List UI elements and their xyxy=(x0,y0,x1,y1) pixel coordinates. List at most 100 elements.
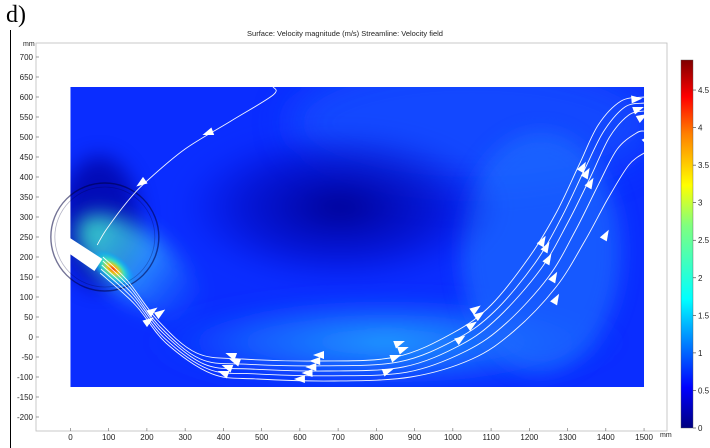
colorbar-ticks: 0 0.5 1 1.5 2 2.5 3 3.5 4 4.5 xyxy=(693,86,710,433)
colorbar-tick-label: 2.5 xyxy=(698,236,710,245)
y-tick-label: 250 xyxy=(20,233,34,242)
x-tick-label: 100 xyxy=(102,433,116,442)
streamline-arrow xyxy=(389,354,402,363)
y-tick-label: 500 xyxy=(20,133,34,142)
streamline-arrow xyxy=(641,134,653,146)
streamline-arrow xyxy=(540,241,550,254)
streamline-arrow xyxy=(632,106,644,115)
streamline-arrow xyxy=(229,358,241,367)
y-tick-label: 600 xyxy=(20,93,34,102)
streamline-arrow xyxy=(153,309,166,320)
x-tick-label: 300 xyxy=(178,433,192,442)
streamline-arrow xyxy=(293,375,305,383)
streamline-s4 xyxy=(100,130,645,377)
streamline-arrow xyxy=(550,293,560,306)
streamline-arrow xyxy=(136,176,148,187)
streamline-arrow xyxy=(301,369,313,377)
streamline-s1 xyxy=(102,96,645,362)
x-tick-label: 1200 xyxy=(520,433,538,442)
colorbar-tick-label: 1 xyxy=(698,349,703,358)
streamline-arrow xyxy=(584,177,594,190)
jet-plume xyxy=(77,214,202,320)
streamline-s3 xyxy=(101,110,645,372)
streamline-arrow xyxy=(225,352,238,361)
streamline-arrow xyxy=(465,321,477,332)
colorbar-tick-label: 4.5 xyxy=(698,86,710,95)
x-tick-label: 900 xyxy=(408,433,422,442)
streamline-arrow xyxy=(599,229,609,242)
x-tick-label: 700 xyxy=(331,433,345,442)
chart-title: Surface: Velocity magnitude (m/s) Stream… xyxy=(247,29,443,38)
streamline-arrow xyxy=(397,346,409,355)
y-tick-label: -200 xyxy=(17,413,34,422)
streamline-arrow xyxy=(576,161,586,174)
streamline-arrow xyxy=(381,368,394,377)
y-tick-label: 100 xyxy=(20,293,34,302)
colorbar-tick-label: 0 xyxy=(698,424,703,433)
figure-frame-line xyxy=(10,30,11,448)
y-tick-label: 50 xyxy=(24,313,33,322)
streamline-arrow xyxy=(146,307,158,318)
y-tick-label: 350 xyxy=(20,193,34,202)
streamline-arrow xyxy=(469,305,481,316)
x-tick-label: 500 xyxy=(255,433,269,442)
inlet-nozzle xyxy=(68,237,103,271)
y-tick-label: 0 xyxy=(29,333,34,342)
x-tick-label: 1500 xyxy=(635,433,653,442)
colorbar-tick-label: 4 xyxy=(698,124,703,133)
colorbar xyxy=(680,59,694,429)
streamline-arrow xyxy=(221,364,234,373)
x-tick-label: 400 xyxy=(217,433,231,442)
y-tick-label: -50 xyxy=(21,353,33,362)
colorbar-tick-label: 3 xyxy=(698,199,703,208)
dark-recirculation-core xyxy=(179,129,501,285)
streamlines xyxy=(96,86,653,383)
streamline-arrow xyxy=(536,235,546,248)
right-return-band xyxy=(460,132,622,372)
y-tick-label: 450 xyxy=(20,153,34,162)
x-tick-label: 200 xyxy=(140,433,154,442)
streamline-arrow xyxy=(635,114,648,123)
x-tick-label: 1400 xyxy=(597,433,615,442)
y-tick-label: -150 xyxy=(17,393,34,402)
inlet-circle-inner xyxy=(54,186,156,288)
streamline-arrow xyxy=(542,253,552,266)
streamline-arrow xyxy=(313,351,324,359)
x-unit-label: mm xyxy=(660,432,672,439)
streamline-arrow xyxy=(142,317,154,328)
streamline-arrow xyxy=(580,167,590,180)
streamline-arrow xyxy=(393,340,405,349)
y-tick-label: 150 xyxy=(20,273,34,282)
colorbar-tick-label: 1.5 xyxy=(698,311,710,320)
y-tick-label: 300 xyxy=(20,213,34,222)
streamline-upper xyxy=(96,86,277,246)
inlet-circle-outline xyxy=(50,182,160,292)
axis-ticks: 0 100 200 300 400 500 600 700 800 900 1000 1100 1200… xyxy=(17,53,654,442)
x-tick-label: 800 xyxy=(370,433,384,442)
x-tick-label: 600 xyxy=(293,433,307,442)
y-unit-label: mm xyxy=(23,41,35,48)
y-tick-label: 200 xyxy=(20,253,34,262)
x-tick-label: 1000 xyxy=(444,433,462,442)
colorbar-tick-label: 3.5 xyxy=(698,161,710,170)
x-tick-label: 1100 xyxy=(482,433,500,442)
streamline-arrow xyxy=(305,363,317,371)
y-tick-label: 650 xyxy=(20,73,34,82)
streamline-s5 xyxy=(99,152,645,382)
y-tick-label: 400 xyxy=(20,173,34,182)
streamline-arrow xyxy=(217,370,230,379)
streamline-arrow xyxy=(202,127,215,136)
x-tick-label: 0 xyxy=(68,433,73,442)
streamline-arrow xyxy=(548,271,558,284)
x-tick-label: 1300 xyxy=(559,433,577,442)
y-tick-label: 550 xyxy=(20,113,34,122)
velocity-surface xyxy=(50,87,645,387)
colorbar-tick-label: 2 xyxy=(698,274,703,283)
panel-label: d) xyxy=(6,2,26,28)
streamline-arrow xyxy=(473,311,485,322)
streamline-arrow xyxy=(631,95,643,104)
y-tick-label: 700 xyxy=(20,53,34,62)
streamline-arrow xyxy=(454,335,466,346)
streamline-arrow xyxy=(309,357,321,365)
